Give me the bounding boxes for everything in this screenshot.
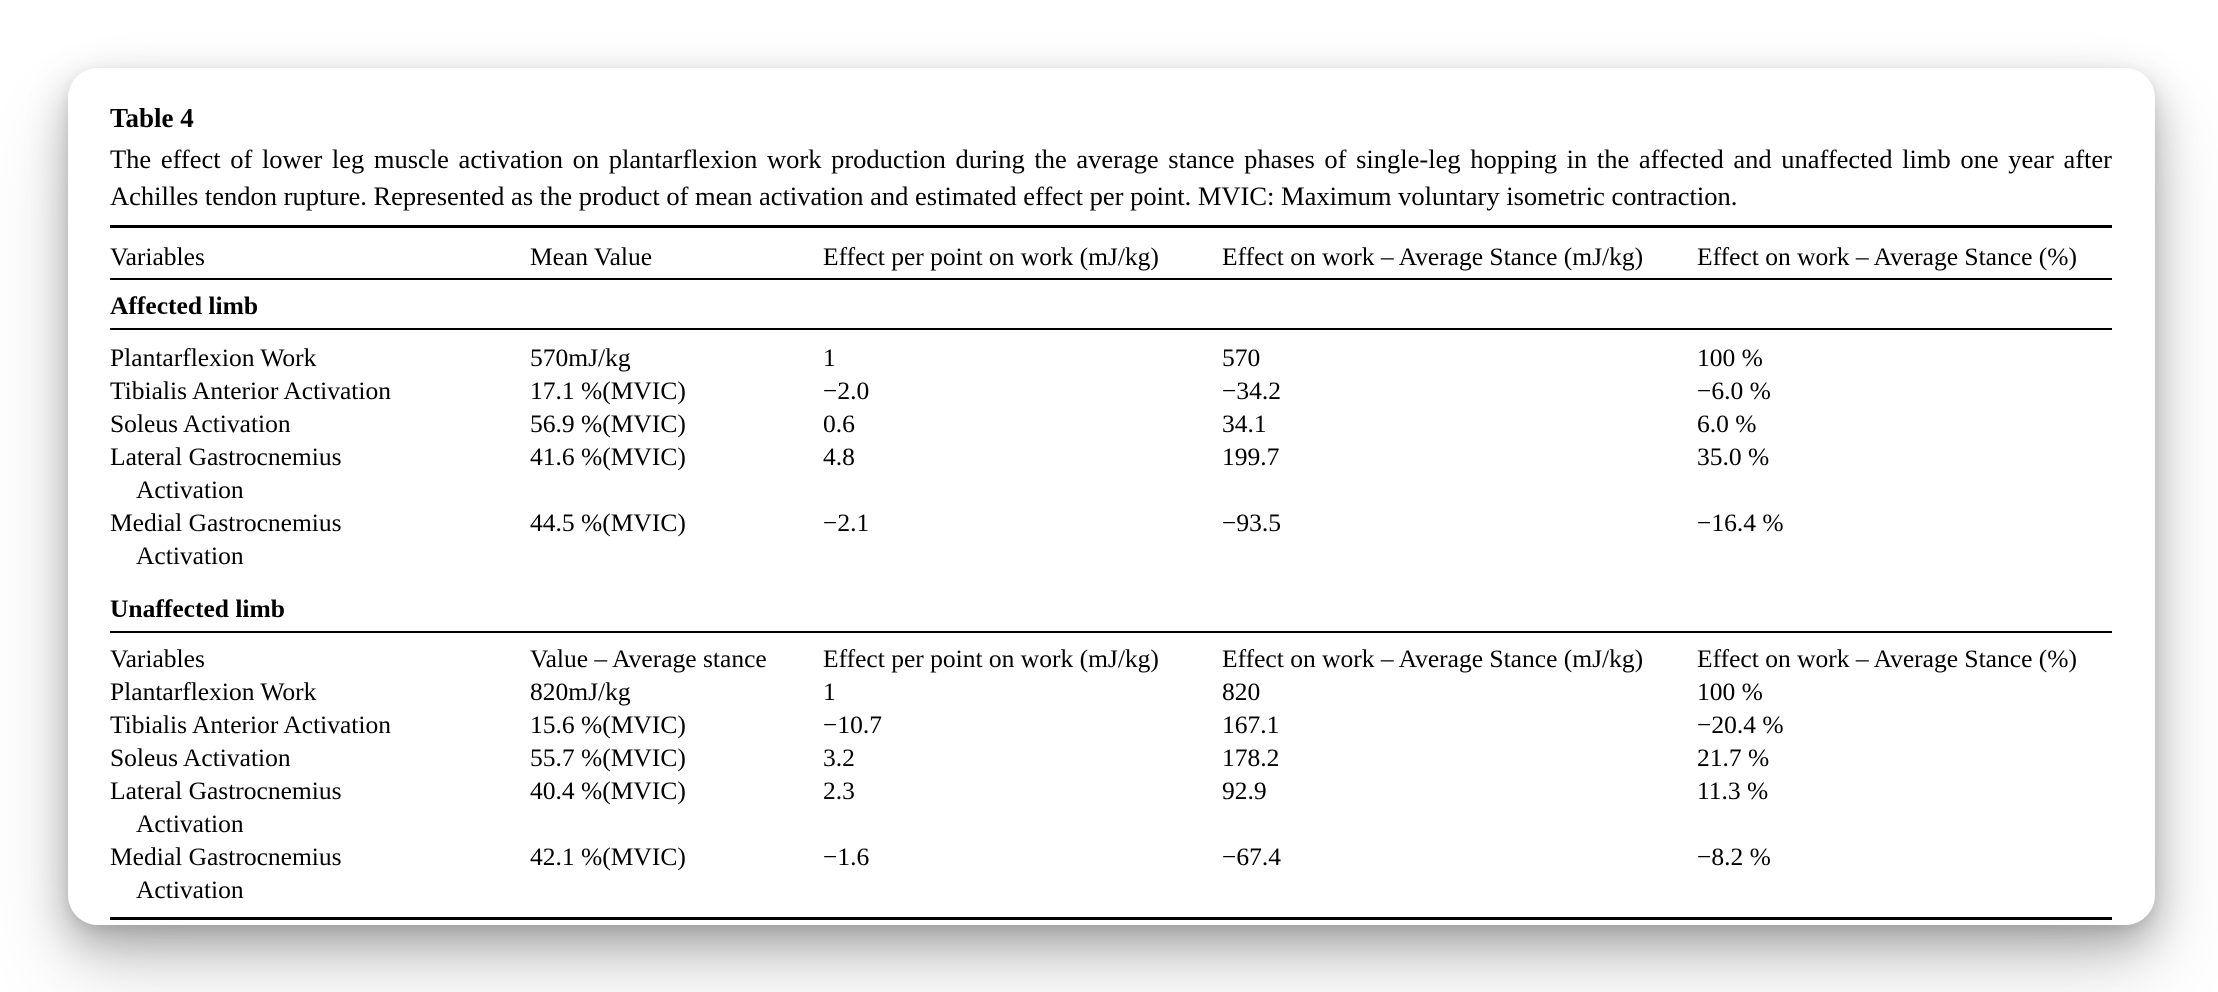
cell-mean-value: 40.4 %(MVIC) bbox=[530, 776, 686, 805]
header-effect-work-mjkg: Effect on work – Average Stance (mJ/kg) bbox=[1222, 644, 1644, 673]
cell-effect-pct: −8.2 % bbox=[1697, 842, 1771, 871]
unaffected-header-row: Variables Value – Average stance Effect … bbox=[110, 632, 2112, 675]
cell-variable: Lateral Gastrocnemius Activation bbox=[110, 440, 530, 506]
cell-effect-per-point: −10.7 bbox=[823, 710, 883, 739]
variable-line1: Plantarflexion Work bbox=[110, 343, 317, 372]
table-row: Soleus Activation 55.7 %(MVIC) 3.2 178.2… bbox=[110, 741, 2112, 774]
cell-mean-value: 42.1 %(MVIC) bbox=[530, 842, 686, 871]
table-row: Plantarflexion Work 820mJ/kg 1 820 100 % bbox=[110, 675, 2112, 708]
cell-mean-value: 820mJ/kg bbox=[530, 677, 631, 706]
variable-line1: Medial Gastrocnemius bbox=[110, 842, 342, 871]
variable-line1: Soleus Activation bbox=[110, 743, 291, 772]
variable-line1: Plantarflexion Work bbox=[110, 677, 317, 706]
cell-effect-work: 92.9 bbox=[1222, 776, 1267, 805]
cell-variable: Medial Gastrocnemius Activation bbox=[110, 506, 530, 583]
table-row: Lateral Gastrocnemius Activation 40.4 %(… bbox=[110, 774, 2112, 840]
cell-effect-pct: 100 % bbox=[1697, 677, 1763, 706]
affected-header-row: Variables Mean Value Effect per point on… bbox=[110, 226, 2112, 280]
cell-variable: Soleus Activation bbox=[110, 741, 530, 774]
variable-line1: Tibialis Anterior Activation bbox=[110, 710, 391, 739]
cell-effect-pct: 21.7 % bbox=[1697, 743, 1770, 772]
variable-line2: Activation bbox=[136, 475, 244, 504]
cell-effect-pct: −6.0 % bbox=[1697, 376, 1771, 405]
cell-effect-work: −67.4 bbox=[1222, 842, 1282, 871]
cell-effect-per-point: 4.8 bbox=[823, 442, 855, 471]
cell-variable: Tibialis Anterior Activation bbox=[110, 374, 530, 407]
cell-mean-value: 15.6 %(MVIC) bbox=[530, 710, 686, 739]
cell-effect-per-point: 3.2 bbox=[823, 743, 855, 772]
table-row: Medial Gastrocnemius Activation 44.5 %(M… bbox=[110, 506, 2112, 583]
cell-effect-per-point: −1.6 bbox=[823, 842, 870, 871]
table-caption: The effect of lower leg muscle activatio… bbox=[110, 144, 2112, 211]
cell-effect-work: 570 bbox=[1222, 343, 1261, 372]
cell-mean-value: 56.9 %(MVIC) bbox=[530, 409, 686, 438]
cell-effect-per-point: −2.0 bbox=[823, 376, 870, 405]
header-mean-value: Mean Value bbox=[530, 226, 823, 280]
variable-line2: Activation bbox=[136, 875, 244, 904]
cell-mean-value: 17.1 %(MVIC) bbox=[530, 376, 686, 405]
variable-line1: Medial Gastrocnemius bbox=[110, 508, 342, 537]
cell-variable: Lateral Gastrocnemius Activation bbox=[110, 774, 530, 840]
variable-line2: Activation bbox=[136, 809, 244, 838]
table-row: Soleus Activation 56.9 %(MVIC) 0.6 34.1 … bbox=[110, 407, 2112, 440]
unaffected-section-label: Unaffected limb bbox=[110, 583, 2112, 633]
cell-effect-per-point: −2.1 bbox=[823, 508, 870, 537]
cell-effect-pct: −16.4 % bbox=[1697, 508, 1784, 537]
header-effect-work-pct: Effect on work – Average Stance (%) bbox=[1697, 226, 2112, 280]
cell-effect-pct: 11.3 % bbox=[1697, 776, 1769, 805]
cell-effect-work: 199.7 bbox=[1222, 442, 1280, 471]
cell-effect-per-point: 1 bbox=[823, 677, 836, 706]
header-value-average-stance: Value – Average stance bbox=[530, 644, 767, 673]
affected-section-label: Affected limb bbox=[110, 279, 2112, 330]
cell-effect-work: 34.1 bbox=[1222, 409, 1267, 438]
cell-effect-work: −34.2 bbox=[1222, 376, 1282, 405]
cell-effect-per-point: 2.3 bbox=[823, 776, 855, 805]
cell-effect-pct: 6.0 % bbox=[1697, 409, 1757, 438]
cell-effect-pct: −20.4 % bbox=[1697, 710, 1784, 739]
card-content: Table 4 The effect of lower leg muscle a… bbox=[68, 68, 2155, 920]
paper-table-card: Table 4 The effect of lower leg muscle a… bbox=[68, 68, 2155, 925]
header-effect-work-pct: Effect on work – Average Stance (%) bbox=[1697, 644, 2077, 673]
table-row: Tibialis Anterior Activation 15.6 %(MVIC… bbox=[110, 708, 2112, 741]
variable-line1: Tibialis Anterior Activation bbox=[110, 376, 391, 405]
cell-effect-per-point: 1 bbox=[823, 343, 836, 372]
cell-effect-work: −93.5 bbox=[1222, 508, 1282, 537]
header-variables: Variables bbox=[110, 226, 530, 280]
cell-variable: Medial Gastrocnemius Activation bbox=[110, 840, 530, 919]
cell-variable: Plantarflexion Work bbox=[110, 675, 530, 708]
cell-variable: Plantarflexion Work bbox=[110, 329, 530, 374]
affected-section-row: Affected limb bbox=[110, 279, 2112, 330]
cell-effect-work: 820 bbox=[1222, 677, 1261, 706]
cell-effect-work: 178.2 bbox=[1222, 743, 1280, 772]
unaffected-section-row: Unaffected limb bbox=[110, 583, 2112, 633]
variable-line2: Activation bbox=[136, 541, 244, 570]
cell-mean-value: 44.5 %(MVIC) bbox=[530, 508, 686, 537]
cell-variable: Soleus Activation bbox=[110, 407, 530, 440]
cell-effect-pct: 35.0 % bbox=[1697, 442, 1770, 471]
table-row: Lateral Gastrocnemius Activation 41.6 %(… bbox=[110, 440, 2112, 506]
cell-mean-value: 41.6 %(MVIC) bbox=[530, 442, 686, 471]
table-title: Table 4 bbox=[110, 103, 194, 133]
data-table: Variables Mean Value Effect per point on… bbox=[110, 225, 2112, 920]
table-row: Plantarflexion Work 570mJ/kg 1 570 100 % bbox=[110, 329, 2112, 374]
cell-mean-value: 570mJ/kg bbox=[530, 343, 631, 372]
cell-effect-work: 167.1 bbox=[1222, 710, 1280, 739]
header-effect-work-mjkg: Effect on work – Average Stance (mJ/kg) bbox=[1222, 226, 1697, 280]
variable-line1: Lateral Gastrocnemius bbox=[110, 776, 342, 805]
variable-line1: Lateral Gastrocnemius bbox=[110, 442, 342, 471]
variable-line1: Soleus Activation bbox=[110, 409, 291, 438]
cell-mean-value: 55.7 %(MVIC) bbox=[530, 743, 686, 772]
cell-variable: Tibialis Anterior Activation bbox=[110, 708, 530, 741]
header-effect-per-point: Effect per point on work (mJ/kg) bbox=[823, 226, 1222, 280]
header-variables: Variables bbox=[110, 644, 205, 673]
cell-effect-per-point: 0.6 bbox=[823, 409, 855, 438]
header-effect-per-point: Effect per point on work (mJ/kg) bbox=[823, 644, 1159, 673]
cell-effect-pct: 100 % bbox=[1697, 343, 1763, 372]
table-row: Tibialis Anterior Activation 17.1 %(MVIC… bbox=[110, 374, 2112, 407]
table-row: Medial Gastrocnemius Activation 42.1 %(M… bbox=[110, 840, 2112, 919]
